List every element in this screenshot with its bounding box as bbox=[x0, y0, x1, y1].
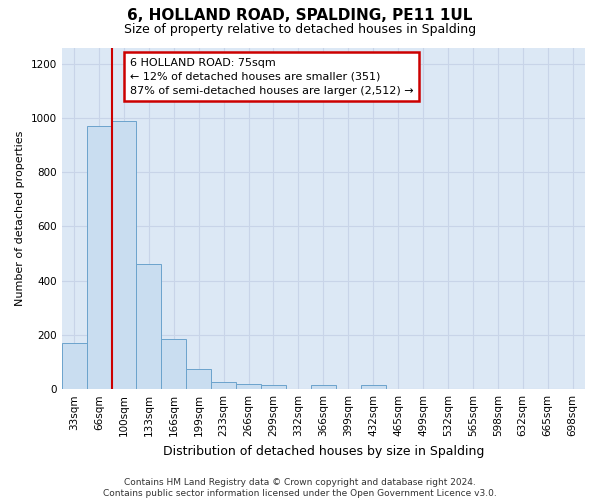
Bar bbox=[311, 385, 336, 389]
Bar bbox=[361, 385, 386, 389]
Bar bbox=[62, 343, 86, 389]
Bar bbox=[112, 120, 136, 389]
Bar bbox=[261, 385, 286, 389]
Bar bbox=[86, 126, 112, 389]
Bar bbox=[161, 339, 186, 389]
Text: Contains HM Land Registry data © Crown copyright and database right 2024.
Contai: Contains HM Land Registry data © Crown c… bbox=[103, 478, 497, 498]
Bar bbox=[236, 384, 261, 389]
Bar bbox=[186, 370, 211, 389]
Text: 6, HOLLAND ROAD, SPALDING, PE11 1UL: 6, HOLLAND ROAD, SPALDING, PE11 1UL bbox=[127, 8, 473, 22]
X-axis label: Distribution of detached houses by size in Spalding: Distribution of detached houses by size … bbox=[163, 444, 484, 458]
Bar bbox=[136, 264, 161, 389]
Text: 6 HOLLAND ROAD: 75sqm
← 12% of detached houses are smaller (351)
87% of semi-det: 6 HOLLAND ROAD: 75sqm ← 12% of detached … bbox=[130, 58, 413, 96]
Text: Size of property relative to detached houses in Spalding: Size of property relative to detached ho… bbox=[124, 22, 476, 36]
Bar bbox=[211, 382, 236, 389]
Y-axis label: Number of detached properties: Number of detached properties bbox=[15, 130, 25, 306]
